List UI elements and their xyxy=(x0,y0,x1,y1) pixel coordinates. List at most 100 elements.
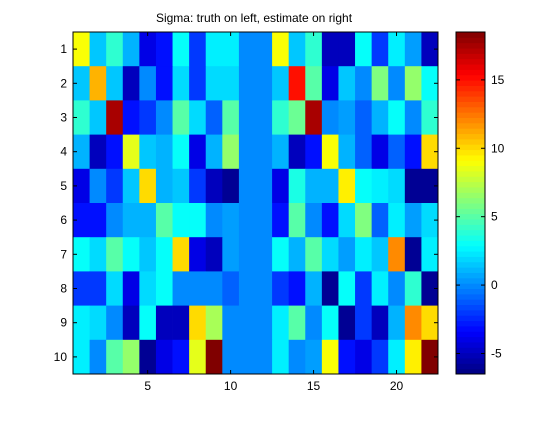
heatmap-cell xyxy=(206,169,223,204)
heatmap-cell xyxy=(372,203,389,238)
colorbar-segment xyxy=(456,230,485,236)
heatmap-cell xyxy=(355,100,372,135)
heatmap-cell xyxy=(156,306,173,341)
heatmap-cell xyxy=(239,32,256,67)
heatmap-cell xyxy=(123,237,140,272)
heatmap-cell xyxy=(388,66,405,101)
colorbar: -5051015 xyxy=(456,32,505,375)
heatmap-cell xyxy=(139,100,156,135)
colorbar-tick-label: -5 xyxy=(491,346,502,360)
heatmap-cell xyxy=(388,135,405,170)
x-tick-label: 15 xyxy=(307,379,321,393)
heatmap-cell xyxy=(222,306,239,341)
heatmap-cell xyxy=(173,32,190,67)
heatmap-cell xyxy=(189,169,206,204)
colorbar-segment xyxy=(456,64,485,70)
heatmap-cell xyxy=(256,203,273,238)
heatmap-cell xyxy=(272,32,289,67)
heatmap-cell xyxy=(272,135,289,170)
heatmap-cell xyxy=(222,32,239,67)
colorbar-segment xyxy=(456,294,485,300)
heatmap-cell xyxy=(338,203,355,238)
heatmap-cell xyxy=(139,169,156,204)
y-tick-label: 1 xyxy=(60,42,67,56)
heatmap-cell xyxy=(388,237,405,272)
colorbar-segment xyxy=(456,353,485,359)
heatmap-cell xyxy=(173,66,190,101)
heatmap-cell xyxy=(405,169,422,204)
heatmap-cell xyxy=(256,271,273,306)
colorbar-segment xyxy=(456,347,485,353)
heatmap-cell xyxy=(106,203,123,238)
heatmap-cell xyxy=(355,237,372,272)
heatmap-cell xyxy=(388,203,405,238)
heatmap-cell xyxy=(139,135,156,170)
heatmap-cell xyxy=(272,169,289,204)
colorbar-segment xyxy=(456,176,485,182)
heatmap-cell xyxy=(272,306,289,341)
heatmap-cell xyxy=(272,100,289,135)
heatmap-cell xyxy=(239,203,256,238)
colorbar-segment xyxy=(456,182,485,188)
heatmap-cell xyxy=(256,32,273,67)
heatmap-cell xyxy=(322,100,339,135)
heatmap-cell xyxy=(106,237,123,272)
heatmap-cell xyxy=(239,237,256,272)
y-tick-label: 6 xyxy=(60,213,67,227)
colorbar-segment xyxy=(456,299,485,305)
colorbar-segment xyxy=(456,101,485,107)
heatmap-cell xyxy=(173,203,190,238)
colorbar-segment xyxy=(456,251,485,257)
colorbar-segment xyxy=(456,337,485,343)
heatmap-cell xyxy=(256,340,273,375)
heatmap-cell xyxy=(106,306,123,341)
heatmap-cell xyxy=(256,237,273,272)
heatmap-cell xyxy=(206,135,223,170)
heatmap-cell xyxy=(139,306,156,341)
heatmap-cell xyxy=(338,237,355,272)
heatmap-cell xyxy=(289,135,306,170)
colorbar-segment xyxy=(456,283,485,289)
colorbar-tick-label: 10 xyxy=(491,141,505,155)
colorbar-segment xyxy=(456,315,485,321)
heatmap-cell xyxy=(239,135,256,170)
heatmap-cell xyxy=(189,32,206,67)
colorbar-segment xyxy=(456,80,485,86)
colorbar-segment xyxy=(456,363,485,369)
heatmap-cell xyxy=(289,271,306,306)
heatmap-cell xyxy=(388,340,405,375)
heatmap-cell xyxy=(173,100,190,135)
heatmap-cell xyxy=(173,271,190,306)
heatmap-cell xyxy=(90,203,107,238)
colorbar-segment xyxy=(456,224,485,230)
y-tick-label: 2 xyxy=(60,76,67,90)
colorbar-segment xyxy=(456,358,485,364)
y-tick-label: 10 xyxy=(54,350,68,364)
colorbar-segment xyxy=(456,123,485,129)
heatmap-cell xyxy=(90,32,107,67)
colorbar-segment xyxy=(456,128,485,134)
heatmap-cell xyxy=(338,135,355,170)
heatmap-cell xyxy=(156,100,173,135)
heatmap-cell xyxy=(372,32,389,67)
y-tick-label: 5 xyxy=(60,179,67,193)
colorbar-segment xyxy=(456,262,485,268)
heatmap-cell xyxy=(355,32,372,67)
heatmap-cell xyxy=(338,66,355,101)
heatmap-cell xyxy=(405,306,422,341)
colorbar-segment xyxy=(456,69,485,75)
colorbar-segment xyxy=(456,43,485,49)
y-tick-label: 9 xyxy=(60,316,67,330)
heatmap-cell xyxy=(289,237,306,272)
heatmap-cell xyxy=(272,271,289,306)
heatmap-cell xyxy=(90,66,107,101)
heatmap-cell xyxy=(156,271,173,306)
heatmap-cell xyxy=(156,135,173,170)
heatmap-cell xyxy=(322,306,339,341)
colorbar-segment xyxy=(456,166,485,172)
heatmap-cell xyxy=(372,135,389,170)
heatmap-cell xyxy=(372,306,389,341)
heatmap-cell xyxy=(123,32,140,67)
heatmap-cell xyxy=(272,237,289,272)
